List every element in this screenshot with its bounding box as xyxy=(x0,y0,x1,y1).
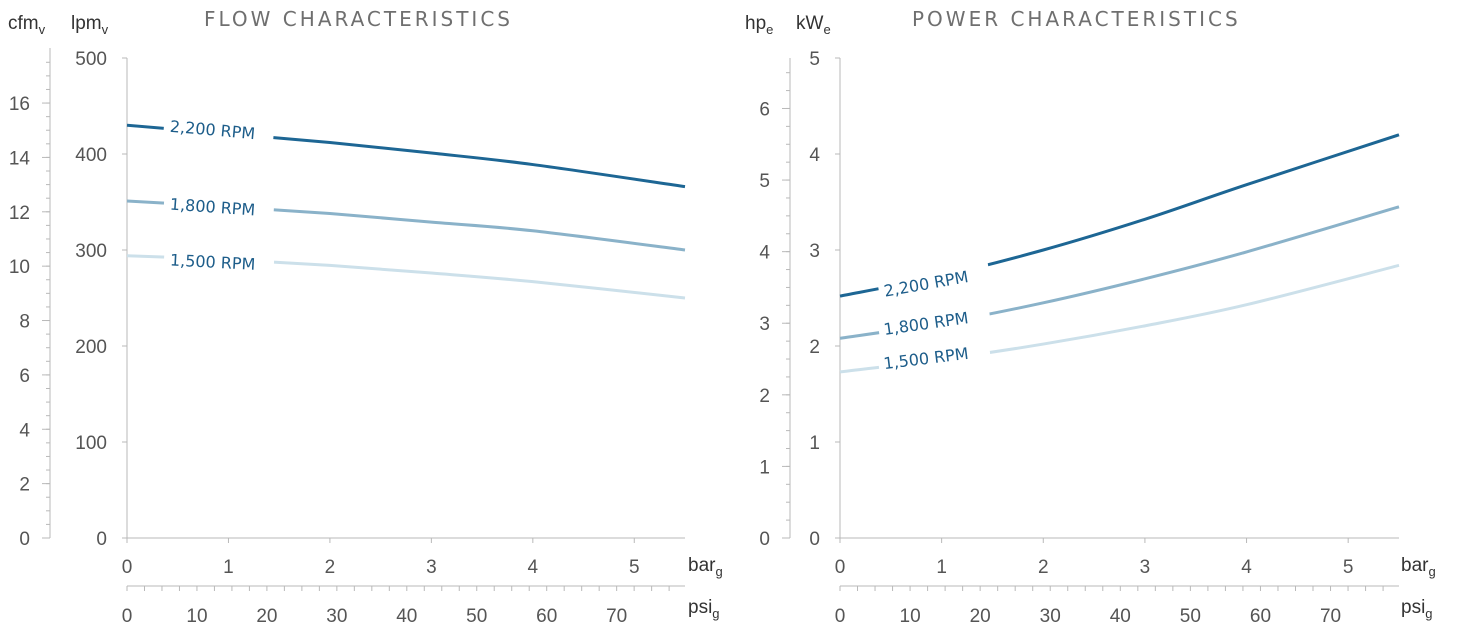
power-bar-unit-label: barg xyxy=(1401,555,1436,579)
flow-outer-tick-label: 10 xyxy=(9,257,30,278)
power-outer-tick-label: 0 xyxy=(759,529,770,550)
power-bar-ticks: 0 1 2 3 4 5 xyxy=(835,538,1354,578)
flow-bar-tick-label: 5 xyxy=(629,557,640,578)
power-label-2200-bg xyxy=(876,258,992,304)
flow-psi-tick-label: 40 xyxy=(396,606,417,627)
flow-inner-tick-label: 300 xyxy=(75,241,107,262)
flow-outer-tick-label: 8 xyxy=(19,312,30,333)
power-psi-tick-label: 40 xyxy=(1110,606,1131,627)
flow-psi-ticks: 0 10 20 30 40 50 60 70 xyxy=(122,586,670,627)
flow-psi-tick-label: 30 xyxy=(326,606,347,627)
power-bar-tick-label: 3 xyxy=(1140,557,1151,578)
power-bar-tick-label: 1 xyxy=(936,557,947,578)
power-outer-tick-label: 4 xyxy=(759,243,770,264)
flow-inner-tick-label: 100 xyxy=(75,433,107,454)
power-inner-tick-label: 4 xyxy=(809,145,820,166)
flow-label-2200-bg xyxy=(163,110,275,146)
flow-outer-tick-label: 4 xyxy=(19,420,30,441)
flow-psi-tick-label: 70 xyxy=(606,606,627,627)
flow-series-1500-rpm-label: 1,500 RPM xyxy=(169,250,255,273)
flow-chart-title: FLOW CHARACTERISTICS xyxy=(204,7,513,31)
power-inner-tick-label: 0 xyxy=(809,529,820,550)
flow-psi-tick-label: 50 xyxy=(466,606,487,627)
power-psi-tick-label: 70 xyxy=(1320,606,1341,627)
power-hp-ticks: 0 1 2 3 4 5 6 xyxy=(759,72,790,550)
flow-lpm-unit-label: lpmv xyxy=(71,13,109,37)
power-psi-tick-label: 20 xyxy=(970,606,991,627)
power-bar-tick-label: 4 xyxy=(1241,557,1252,578)
power-psi-tick-label: 30 xyxy=(1040,606,1061,627)
power-bar-tick-label: 0 xyxy=(835,557,846,578)
flow-outer-tick-label: 16 xyxy=(9,94,30,115)
flow-bar-unit-label: barg xyxy=(688,555,723,579)
flow-bar-tick-label: 1 xyxy=(223,557,234,578)
power-outer-tick-label: 5 xyxy=(759,171,770,192)
flow-bar-ticks: 0 1 2 3 4 5 xyxy=(122,538,640,578)
power-inner-tick-label: 3 xyxy=(809,241,820,262)
power-chart-title: POWER CHARACTERISTICS xyxy=(912,7,1241,31)
power-hp-unit-label: hpe xyxy=(745,13,773,37)
power-outer-tick-label: 3 xyxy=(759,314,770,335)
power-kw-ticks: 0 1 2 3 4 5 xyxy=(809,49,840,550)
power-bar-tick-label: 5 xyxy=(1343,557,1354,578)
flow-cfm-ticks: 0 2 4 6 8 10 12 14 16 xyxy=(9,61,50,550)
power-label-1500-bg xyxy=(876,336,992,376)
flow-inner-tick-label: 400 xyxy=(75,145,107,166)
power-outer-tick-label: 6 xyxy=(759,99,770,120)
flow-outer-tick-label: 0 xyxy=(19,529,30,550)
flow-psi-tick-label: 60 xyxy=(536,606,557,627)
flow-bar-tick-label: 0 xyxy=(122,557,133,578)
flow-psi-tick-label: 0 xyxy=(122,606,133,627)
flow-outer-tick-label: 2 xyxy=(19,475,30,496)
flow-bar-tick-label: 3 xyxy=(426,557,437,578)
flow-inner-tick-label: 200 xyxy=(75,337,107,358)
flow-psi-tick-label: 20 xyxy=(256,606,277,627)
flow-inner-tick-label: 500 xyxy=(75,49,107,70)
flow-lpm-ticks: 0 100 200 300 400 500 xyxy=(75,49,127,550)
power-label-1800-bg xyxy=(876,300,992,342)
power-outer-tick-label: 2 xyxy=(759,386,770,407)
power-inner-tick-label: 2 xyxy=(809,337,820,358)
flow-cfm-unit-label: cfmv xyxy=(8,13,46,37)
power-kw-unit-label: kWe xyxy=(796,13,831,37)
flow-outer-tick-label: 12 xyxy=(9,203,30,224)
flow-bar-tick-label: 4 xyxy=(528,557,539,578)
flow-label-1800-bg xyxy=(163,188,275,222)
flow-outer-tick-label: 14 xyxy=(9,148,31,169)
flow-bar-tick-label: 2 xyxy=(325,557,336,578)
power-psi-tick-label: 60 xyxy=(1250,606,1271,627)
power-psi-tick-label: 10 xyxy=(900,606,921,627)
flow-outer-tick-label: 6 xyxy=(19,366,30,387)
flow-label-1500-bg xyxy=(163,245,275,277)
power-psi-tick-label: 50 xyxy=(1180,606,1201,627)
power-psi-unit-label: psig xyxy=(1401,597,1433,621)
flow-inner-tick-label: 0 xyxy=(96,529,107,550)
flow-psi-unit-label: psig xyxy=(688,597,720,621)
power-psi-ticks: 0 10 20 30 40 50 60 70 xyxy=(835,586,1384,627)
power-chart: POWER CHARACTERISTICS hpe kWe 0 1 2 3 4 5 6 0 1… xyxy=(745,7,1436,627)
power-psi-tick-label: 0 xyxy=(835,606,846,627)
power-inner-tick-label: 1 xyxy=(809,433,820,454)
flow-psi-tick-label: 10 xyxy=(186,606,207,627)
power-inner-tick-label: 5 xyxy=(809,49,820,70)
flow-chart: FLOW CHARACTERISTICS cfmv lpmv 024681012… xyxy=(8,7,723,627)
power-outer-tick-label: 1 xyxy=(759,457,770,478)
power-bar-tick-label: 2 xyxy=(1038,557,1049,578)
